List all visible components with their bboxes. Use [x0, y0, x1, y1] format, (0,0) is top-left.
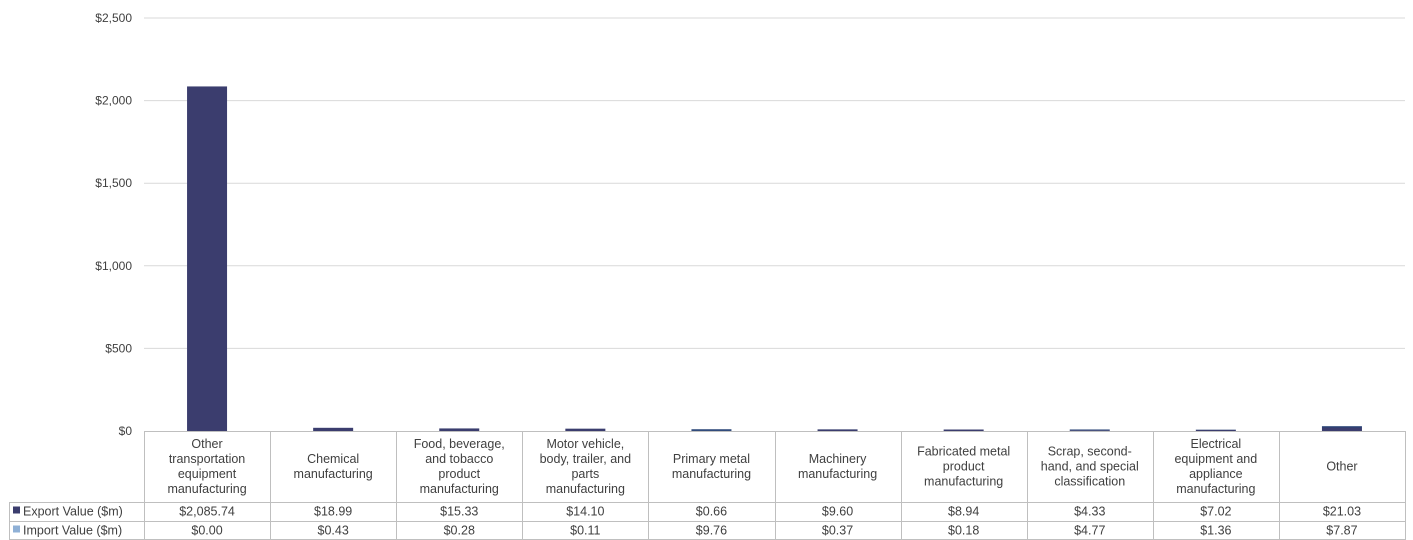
- y-tick-label: $1,500: [95, 176, 132, 190]
- bars: [187, 86, 1362, 431]
- data-label-export: $14.10: [566, 505, 604, 519]
- bar-export: [943, 429, 984, 431]
- data-label-import: $1.36: [1200, 524, 1231, 538]
- data-label-export: $7.02: [1200, 505, 1231, 519]
- bar-export: [313, 427, 354, 431]
- data-label-import: $0.28: [444, 524, 475, 538]
- category-label: Other: [1326, 460, 1357, 474]
- category-label: Scrap, second-hand, and special classific…: [1041, 445, 1139, 489]
- data-label-export: $4.33: [1074, 505, 1105, 519]
- y-axis: $0 $500 $1,000 $1,500 $2,000 $2,500: [95, 11, 132, 438]
- bar-export: [565, 428, 606, 431]
- data-table: Other transportation equipment manufacturin…: [9, 431, 1406, 540]
- bar-import: [691, 429, 732, 431]
- data-label-export: $15.33: [440, 505, 478, 519]
- data-label-import: $0.37: [822, 524, 853, 538]
- bar-export: [439, 428, 480, 431]
- category-label: Food, beverage, and tobacco product manufac…: [414, 437, 505, 496]
- data-label-export: $2,085.74: [179, 505, 235, 519]
- legend-swatch-import: [13, 525, 20, 533]
- data-label-import: $0.43: [318, 524, 349, 538]
- category-label: Primary metal manufacturing: [672, 452, 751, 481]
- bar-export: [817, 429, 858, 431]
- gridlines: [144, 17, 1405, 349]
- data-label-export: $9.60: [822, 505, 853, 519]
- data-label-export: $21.03: [1323, 505, 1361, 519]
- data-label-import: $9.76: [696, 524, 727, 538]
- y-tick-label: $2,000: [95, 94, 132, 108]
- bar-import: [1321, 426, 1362, 428]
- y-tick-label: $1,000: [95, 259, 132, 273]
- data-label-import: $7.87: [1326, 524, 1357, 538]
- bar-export: [1069, 430, 1110, 431]
- legend-label-export: Export Value ($m): [23, 505, 123, 519]
- bar-import: [1069, 429, 1110, 431]
- bar-export: [1321, 427, 1362, 431]
- data-label-import: $0.11: [570, 524, 600, 538]
- category-label: Machinery manufacturing: [798, 452, 877, 481]
- data-label-import: $4.77: [1074, 524, 1105, 538]
- legend-swatch-export: [13, 506, 20, 514]
- data-label-import: $0.18: [948, 524, 979, 538]
- category-label: Other transportation equipment manufacturin…: [167, 437, 246, 496]
- category-label: Motor vehicle, body, trailer, and parts man…: [540, 437, 632, 496]
- category-label: Fabricated metal product manufacturing: [917, 445, 1010, 489]
- y-tick-label: $500: [105, 341, 132, 355]
- y-tick-label: $0: [119, 424, 133, 438]
- bar-export: [1195, 429, 1236, 431]
- data-label-export: $18.99: [314, 505, 352, 519]
- category-label: Chemical manufacturing: [294, 452, 373, 481]
- data-label-export: $0.66: [696, 505, 727, 519]
- category-label: Electrical equipment and appliance manufact…: [1174, 437, 1257, 496]
- y-tick-label: $2,500: [95, 11, 132, 25]
- data-label-export: $8.94: [948, 505, 979, 519]
- data-label-import: $0.00: [191, 524, 222, 538]
- bar-export: [187, 86, 228, 431]
- legend-label-import: Import Value ($m): [23, 524, 122, 538]
